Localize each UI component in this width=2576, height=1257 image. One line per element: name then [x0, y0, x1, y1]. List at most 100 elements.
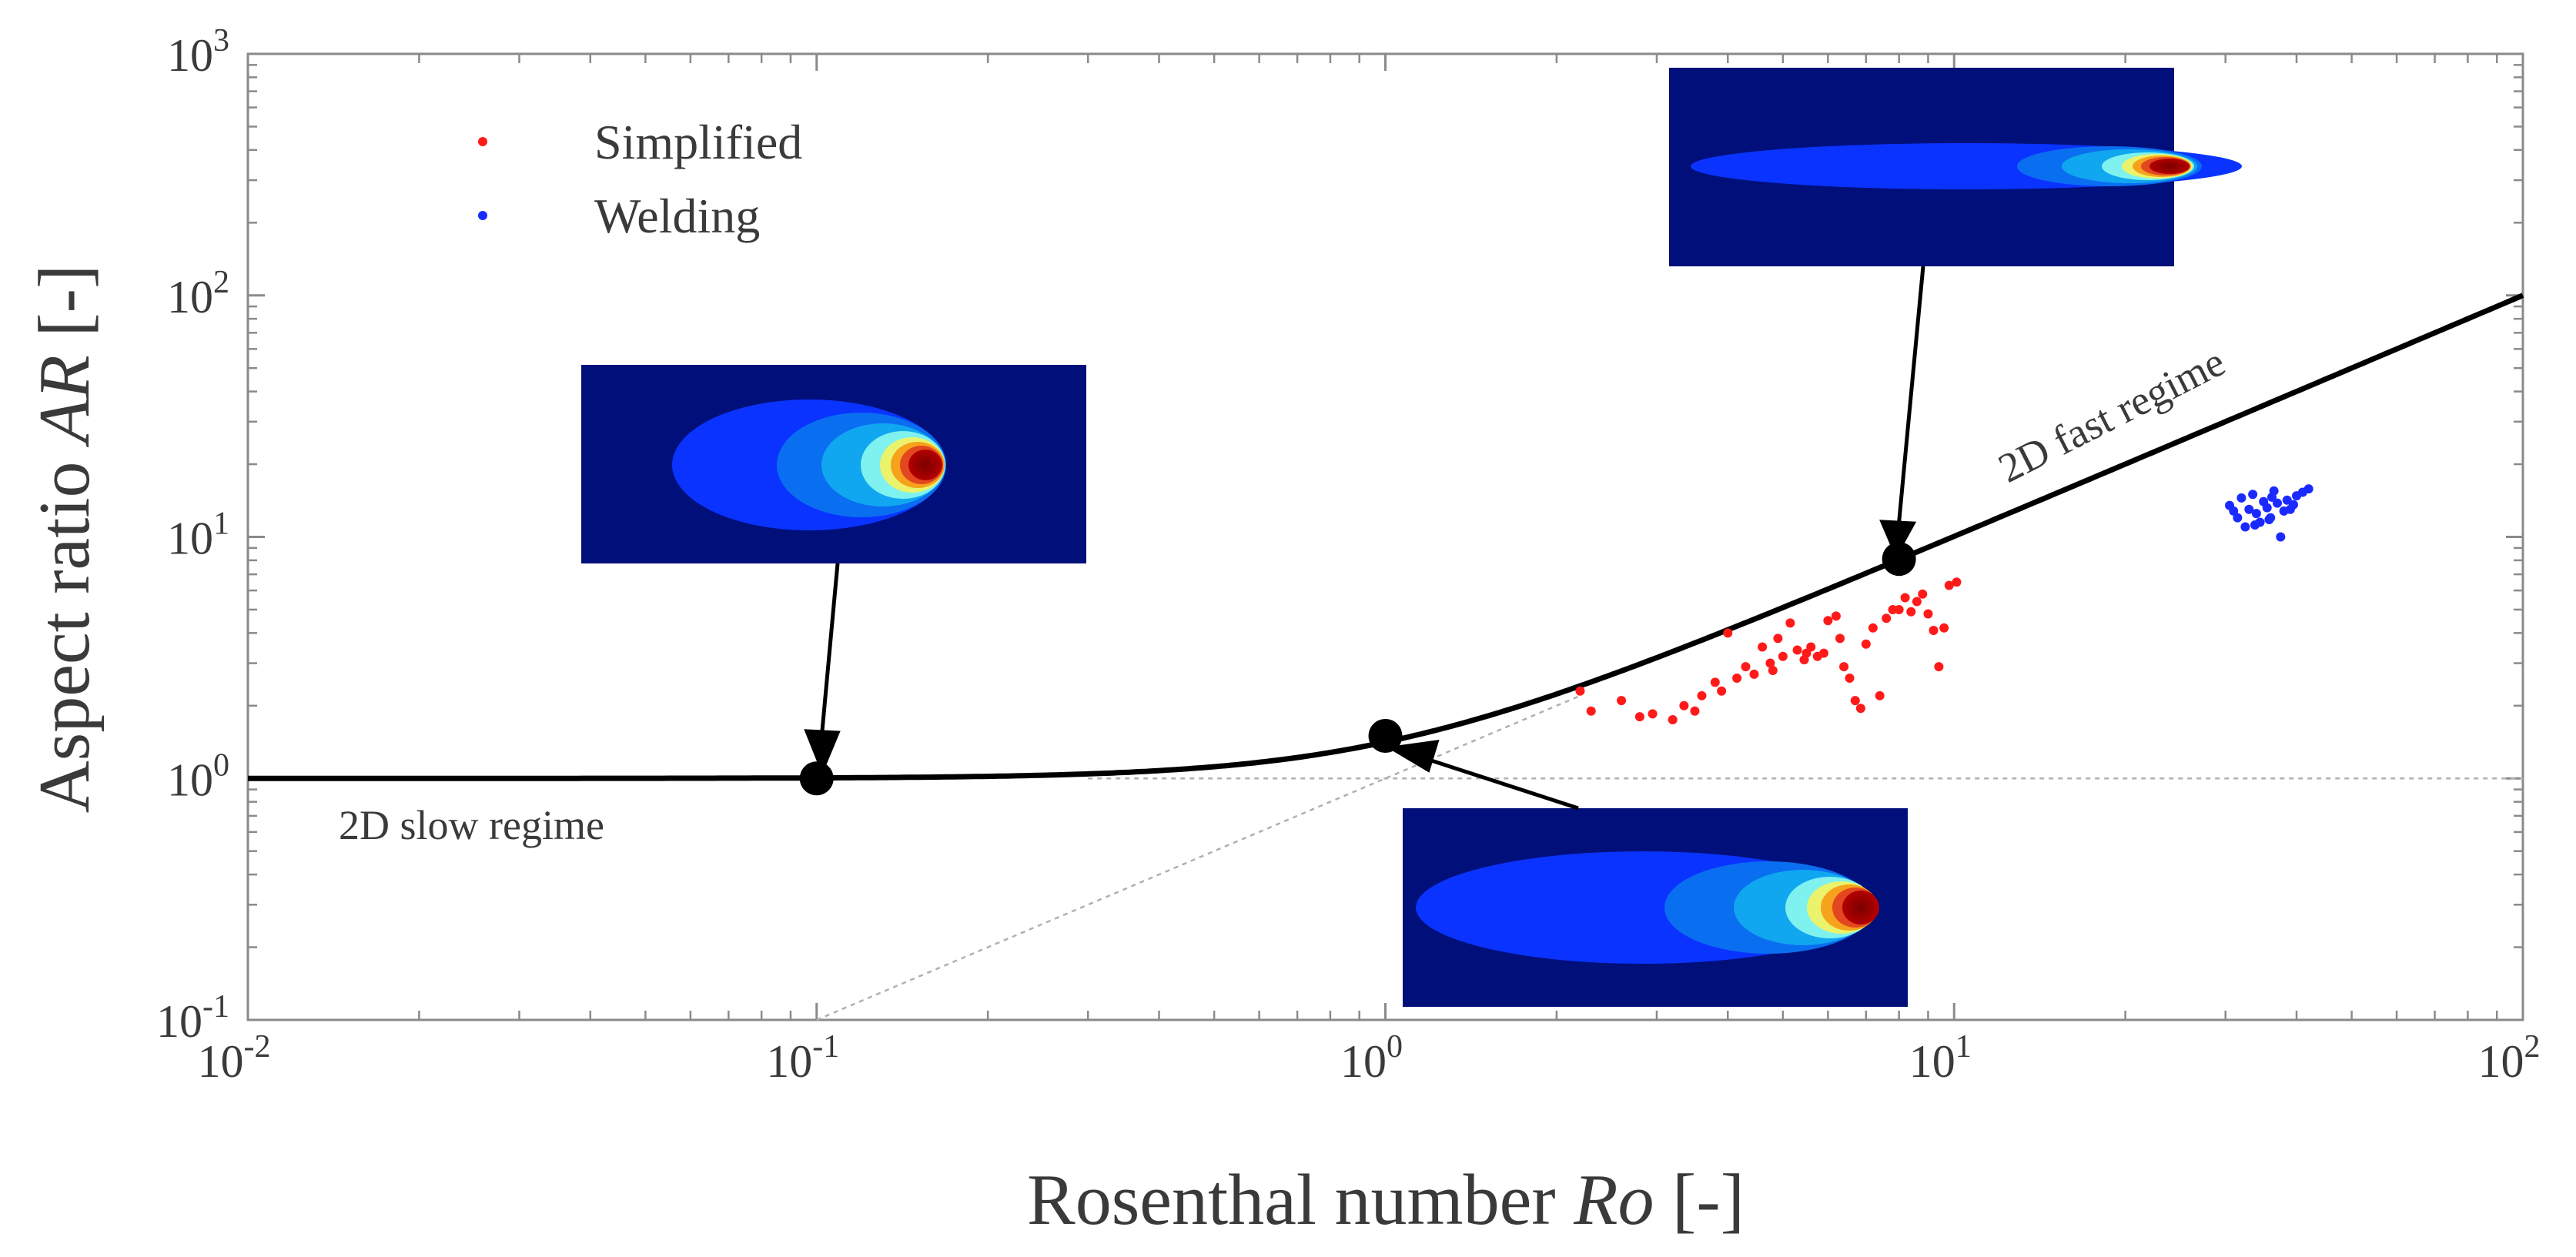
- data-point-simplified: [1861, 639, 1871, 649]
- data-point-simplified: [1765, 658, 1775, 668]
- data-point-simplified: [1717, 686, 1727, 696]
- arrow-fast-head: [1879, 520, 1917, 559]
- y-tick-label: 100: [167, 747, 229, 805]
- data-point-welding: [2229, 506, 2239, 516]
- legend-label-welding: Welding: [594, 189, 760, 243]
- highlight-point: [1882, 542, 1916, 577]
- data-point-simplified: [1952, 577, 1962, 587]
- data-point-simplified: [1586, 706, 1596, 716]
- data-point-simplified: [1758, 642, 1768, 652]
- x-tick-label: 101: [1909, 1029, 1972, 1087]
- highlight-point: [799, 761, 834, 796]
- data-point-welding: [2236, 493, 2246, 503]
- x-tick-label: 10-1: [766, 1029, 839, 1087]
- melt-pool-inset-slow: [581, 365, 1086, 563]
- data-point-simplified: [1855, 704, 1865, 714]
- data-point-simplified: [1900, 593, 1910, 603]
- data-point-welding: [2273, 498, 2283, 508]
- highlight-point: [1368, 719, 1403, 754]
- minor-ticks: [248, 54, 2523, 1020]
- legend: Simplified Welding: [478, 115, 802, 243]
- legend-label-simplified: Simplified: [594, 115, 802, 169]
- highlight-points: [799, 542, 1916, 796]
- data-point-welding: [2262, 503, 2272, 513]
- data-point-welding: [2276, 532, 2286, 542]
- data-point-simplified: [1773, 634, 1783, 644]
- data-point-simplified: [1929, 625, 1939, 635]
- data-point-simplified: [1792, 645, 1802, 655]
- arrow-slow-head: [804, 729, 841, 775]
- data-point-welding: [2233, 513, 2243, 523]
- y-tick-label: 103: [167, 23, 229, 81]
- data-point-simplified: [1690, 706, 1700, 716]
- data-point-simplified: [1818, 648, 1828, 658]
- legend-marker-welding: [478, 211, 487, 220]
- data-point-simplified: [1850, 696, 1860, 706]
- data-point-simplified: [1875, 690, 1885, 700]
- data-point-welding: [2264, 514, 2274, 524]
- melt-pool-inset-mid: [1403, 808, 1908, 1007]
- data-point-simplified: [1802, 648, 1812, 658]
- melt-pool-inset-fast: [1669, 68, 2242, 266]
- data-point-welding: [2288, 500, 2298, 510]
- arrow-mid-line: [1423, 756, 1579, 811]
- data-point-simplified: [1839, 662, 1849, 672]
- data-point-simplified: [1918, 589, 1928, 599]
- x-tick-label: 100: [1340, 1029, 1403, 1087]
- x-axis-label: Rosenthal number Ro [-]: [1027, 1160, 1745, 1240]
- data-point-simplified: [1710, 677, 1720, 687]
- x-tick-label: 10-2: [198, 1029, 271, 1087]
- legend-marker-simplified: [478, 137, 487, 146]
- data-point-simplified: [1835, 634, 1845, 644]
- data-point-simplified: [1575, 686, 1585, 696]
- data-point-simplified: [1679, 700, 1689, 710]
- data-point-simplified: [1785, 618, 1795, 628]
- data-point-welding: [2267, 492, 2277, 502]
- data-point-simplified: [1617, 696, 1627, 706]
- data-point-welding: [2244, 504, 2254, 514]
- data-point-welding: [2240, 522, 2250, 532]
- arrow-fast-line: [1896, 266, 1925, 528]
- data-point-simplified: [1894, 604, 1904, 614]
- data-point-simplified: [1882, 613, 1892, 623]
- data-point-simplified: [1831, 611, 1841, 621]
- data-point-simplified: [1868, 623, 1878, 633]
- data-point-simplified: [1732, 674, 1742, 684]
- asymptote-lines: [816, 694, 2523, 1021]
- data-point-simplified: [1944, 580, 1954, 590]
- y-tick-label: 102: [167, 265, 229, 323]
- data-point-simplified: [1634, 712, 1644, 722]
- data-point-simplified: [1768, 665, 1778, 675]
- x-tick-label: 102: [2478, 1029, 2541, 1087]
- data-point-simplified: [1923, 609, 1933, 619]
- annotation-slow-regime: 2D slow regime: [339, 802, 604, 848]
- data-point-simplified: [1906, 607, 1916, 617]
- data-point-welding: [2251, 509, 2261, 519]
- inset-arrows: [804, 266, 1925, 811]
- series-welding: [2225, 484, 2313, 542]
- data-point-welding: [2248, 490, 2258, 500]
- data-point-simplified: [1668, 714, 1678, 724]
- y-tick-label: 10-1: [156, 989, 229, 1047]
- data-point-simplified: [1939, 623, 1949, 633]
- data-point-simplified: [1912, 597, 1922, 607]
- data-point-simplified: [1741, 662, 1751, 672]
- data-point-simplified: [1749, 669, 1759, 679]
- data-point-simplified: [1723, 628, 1733, 638]
- data-point-simplified: [1648, 709, 1658, 719]
- data-point-simplified: [1697, 690, 1707, 700]
- data-point-welding: [2250, 520, 2260, 530]
- data-point-welding: [2303, 484, 2313, 494]
- data-point-simplified: [1823, 616, 1833, 626]
- y-tick-label: 101: [167, 506, 229, 564]
- data-point-simplified: [1778, 651, 1788, 661]
- data-point-simplified: [1845, 674, 1855, 684]
- arrow-mid-head: [1386, 739, 1440, 773]
- y-tick-labels: 10-1 100 101 102 103: [156, 23, 229, 1047]
- y-axis-label: Aspect ratio AR [-]: [25, 265, 105, 814]
- series-simplified: [1575, 577, 1962, 724]
- data-point-simplified: [1934, 662, 1944, 672]
- arrow-slow-line: [819, 563, 840, 740]
- x-tick-labels: 10-2 10-1 100 101 102: [198, 1029, 2541, 1087]
